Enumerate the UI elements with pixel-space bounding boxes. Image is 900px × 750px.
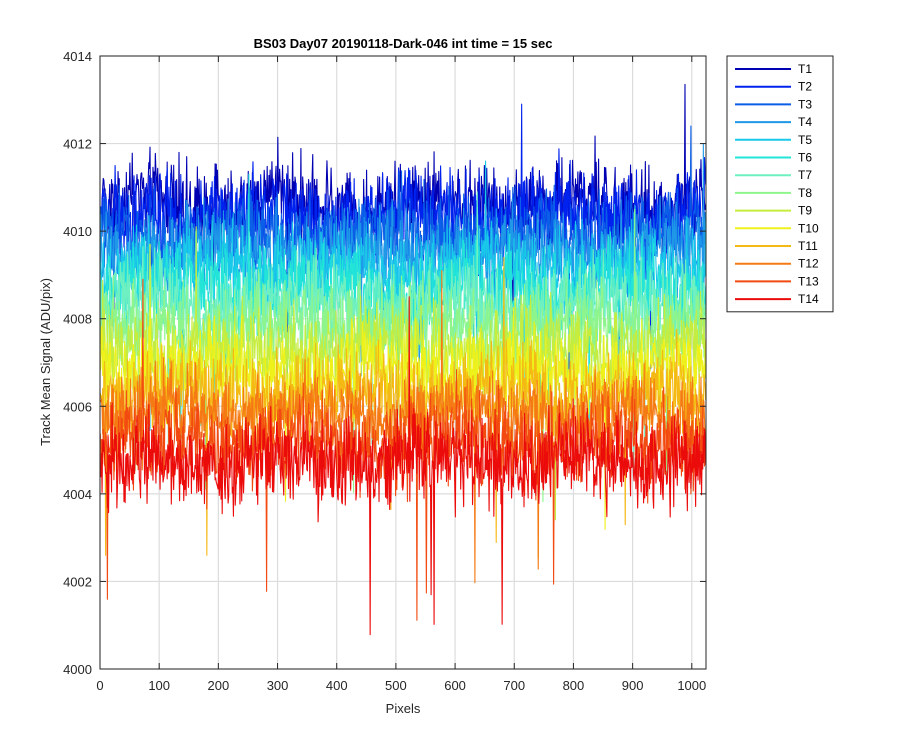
x-tick-label: 200	[208, 678, 230, 693]
legend-label: T8	[798, 186, 812, 200]
series-line-t12	[100, 270, 706, 584]
y-tick-label: 4012	[63, 137, 92, 152]
y-tick-label: 4006	[63, 399, 92, 414]
legend: T1 T2 T3 T4 T5 T6 T7 T8 T9 T10 T11 T12 T13 T14	[726, 55, 834, 313]
x-tick-label: 100	[148, 678, 170, 693]
legend-label: T14	[798, 292, 819, 306]
x-tick-label: 800	[563, 678, 585, 693]
legend-label: T1	[798, 62, 812, 76]
y-tick-label: 4008	[63, 312, 92, 327]
legend-label: T10	[798, 221, 819, 235]
y-tick-label: 4000	[63, 662, 92, 677]
plot-frame	[99, 55, 707, 670]
legend-label: T4	[798, 115, 812, 129]
legend-label: T5	[798, 133, 812, 147]
x-axis-label: Pixels	[386, 701, 421, 716]
legend-box	[726, 55, 834, 313]
chart-title: BS03 Day07 20190118-Dark-046 int time = …	[254, 36, 553, 51]
legend-label: T6	[798, 151, 812, 165]
legend-label: T9	[798, 204, 812, 218]
x-tick-label: 0	[96, 678, 103, 693]
x-tick-label: 900	[622, 678, 644, 693]
legend-label: T2	[798, 80, 812, 94]
x-tick-label: 700	[503, 678, 525, 693]
x-tick-label: 600	[444, 678, 466, 693]
series-line-t14	[100, 296, 706, 636]
legend-label: T12	[798, 257, 819, 271]
series-line-t5	[100, 160, 706, 436]
y-tick-label: 4002	[63, 574, 92, 589]
legend-label: T11	[798, 239, 818, 253]
legend-label: T3	[798, 97, 812, 111]
axis-ticks: 0 100 200 300 400 500 600 700 800 900 1000 4000 4002…	[63, 49, 706, 693]
y-tick-label: 4004	[63, 487, 92, 502]
x-tick-label: 1000	[677, 678, 706, 693]
x-tick-label: 500	[385, 678, 407, 693]
x-tick-label: 300	[267, 678, 289, 693]
y-axis-label: Track Mean Signal (ADU/pix)	[38, 278, 53, 446]
y-tick-label: 4010	[63, 224, 92, 239]
series-group	[100, 83, 706, 636]
x-tick-label: 400	[326, 678, 348, 693]
y-tick-label: 4014	[63, 49, 92, 64]
legend-label: T13	[798, 274, 819, 288]
legend-label: T7	[798, 168, 812, 182]
